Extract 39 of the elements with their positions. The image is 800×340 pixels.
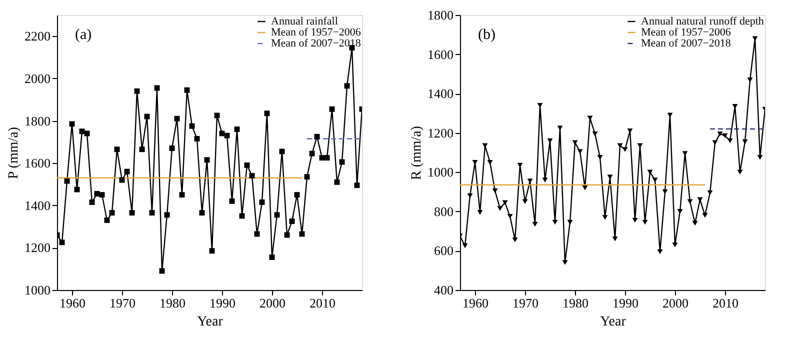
legend-label: Mean of 2007−2018: [641, 38, 732, 50]
x-tick-label: 1980: [160, 296, 186, 310]
x-tick-label: 1990: [612, 296, 638, 310]
annotation: (a): [75, 27, 92, 43]
y-tick-label: 1000: [24, 282, 50, 298]
legend-label: Mean of 1957−2006: [641, 26, 732, 38]
x-tick-label: 1970: [512, 296, 538, 310]
x-axis-title: Year: [600, 314, 626, 330]
y-tick-label: 1000: [428, 164, 454, 180]
y-tick-label: 600: [434, 243, 454, 258]
legend-label: Annual rainfall: [271, 16, 338, 28]
y-axis-title: P (mm/a): [6, 126, 22, 179]
x-tick-label: 1970: [110, 296, 136, 310]
x-tick-label: 1960: [60, 296, 86, 310]
y-tick-label: 400: [434, 282, 454, 298]
y-tick-label: 1200: [428, 125, 454, 140]
y-tick-label: 1400: [428, 86, 454, 102]
x-tick-label: 1980: [562, 296, 588, 310]
x-tick-label: 1990: [210, 296, 236, 310]
x-tick-label: 2000: [662, 296, 688, 310]
x-tick-label: 2000: [260, 296, 286, 310]
y-tick-label: 1200: [24, 240, 50, 256]
y-tick-label: 800: [434, 204, 454, 219]
y-tick-label: 1400: [24, 198, 50, 213]
y-tick-label: 1800: [428, 8, 454, 22]
x-tick-label: 2010: [712, 296, 738, 310]
x-tick-label: 1960: [462, 296, 488, 310]
y-tick-label: 2000: [24, 70, 50, 86]
x-axis-title: Year: [197, 314, 224, 330]
legend-label: Annual natural runoff depth: [641, 16, 764, 28]
y-tick-label: 1600: [428, 46, 454, 62]
x-tick-label: 2010: [310, 296, 336, 310]
y-tick-label: 2200: [24, 28, 50, 44]
y-tick-label: 1800: [24, 113, 50, 128]
annotation: (b): [478, 27, 496, 43]
y-axis-title: R (mm/a): [410, 126, 424, 180]
legend-label: Mean of 1957−2006: [271, 26, 362, 38]
y-tick-label: 1600: [24, 156, 50, 171]
legend-label: Mean of 2007−2018: [271, 38, 362, 50]
